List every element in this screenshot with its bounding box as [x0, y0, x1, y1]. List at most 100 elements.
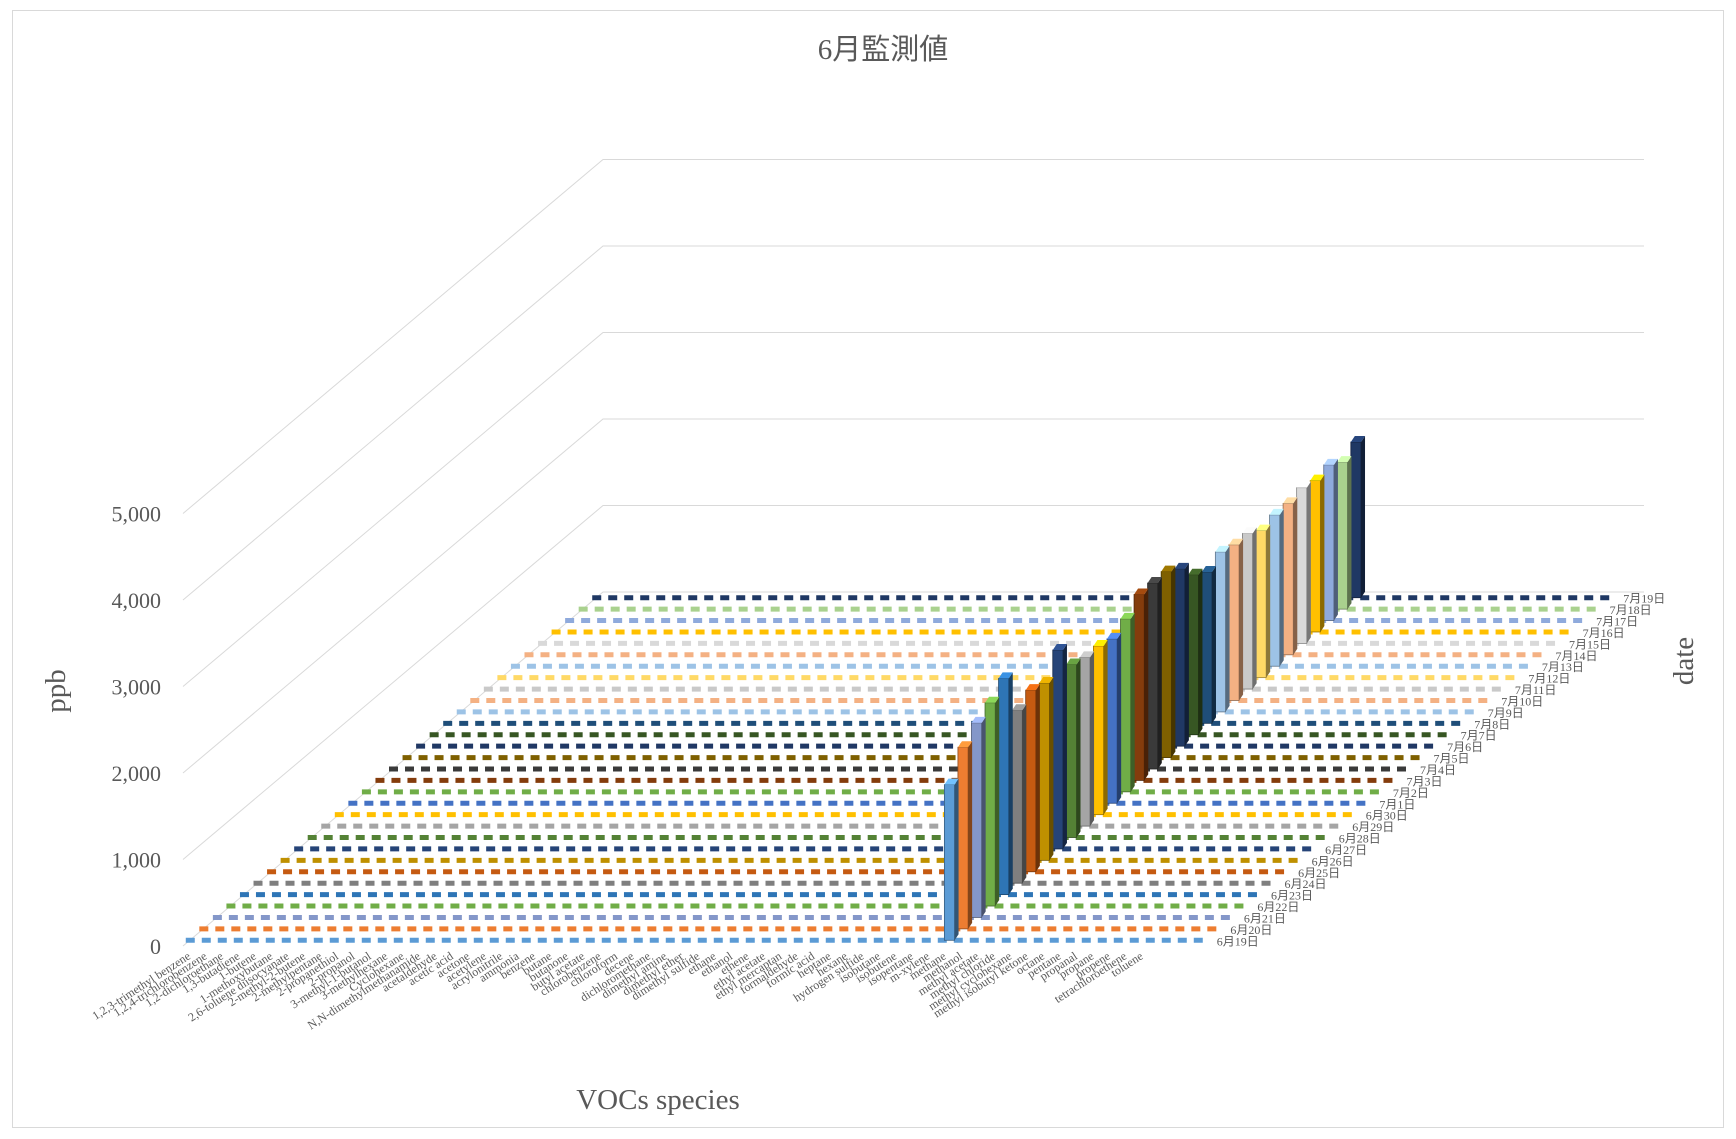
date-tick-label: 7月16日 — [1583, 626, 1625, 640]
bar — [998, 672, 1013, 896]
bar-front — [1201, 571, 1213, 724]
bar — [1106, 632, 1122, 804]
bar-side — [1306, 481, 1311, 644]
bar-top — [1174, 562, 1189, 569]
bar — [1160, 565, 1176, 758]
date-tick-label: 7月17日 — [1596, 615, 1638, 629]
bar-front — [1228, 544, 1240, 701]
bar-front — [1120, 618, 1132, 793]
gridline — [182, 418, 1644, 774]
bar-front — [1038, 682, 1050, 861]
gridline — [182, 332, 1644, 687]
date-tick-label: 7月1日 — [1379, 797, 1415, 811]
bar-side — [1239, 538, 1244, 701]
chart-canvas: 01,0002,0003,0004,0005,0001,2,3-trimethy… — [40, 33, 1700, 1116]
bar-top — [1147, 577, 1162, 584]
bar-front — [1025, 689, 1037, 873]
bar — [1147, 577, 1162, 770]
date-tick-label: 6月27日 — [1325, 843, 1367, 857]
date-tick-label: 7月10日 — [1501, 694, 1543, 708]
bar-front — [1336, 461, 1348, 610]
bar-front — [1052, 649, 1064, 850]
bar-top — [1025, 684, 1040, 691]
bar — [984, 696, 1000, 907]
y-tick-label: 2,000 — [112, 761, 162, 786]
bar — [1269, 508, 1284, 667]
bar-top — [1283, 497, 1298, 504]
bar-front — [1011, 709, 1023, 884]
bar-front — [1323, 464, 1335, 621]
bar-top — [1228, 538, 1244, 545]
bar-front — [1160, 571, 1172, 758]
bar-front — [1133, 594, 1145, 781]
bar — [1120, 612, 1135, 793]
bar-top — [1134, 588, 1149, 595]
bar-side — [1103, 640, 1108, 815]
bar-side — [1090, 651, 1095, 827]
date-tick-label: 7月18日 — [1610, 603, 1652, 617]
y-tick-label: 0 — [150, 934, 161, 959]
bar-top — [1188, 568, 1203, 575]
y-tick-label: 3,000 — [112, 675, 162, 700]
bar — [1242, 527, 1257, 690]
bar-top — [1350, 436, 1366, 443]
bar — [1350, 436, 1366, 599]
floor-stripes — [185, 595, 1617, 943]
bar — [1214, 545, 1230, 713]
bar — [1052, 643, 1067, 850]
date-tick-label: 7月19日 — [1623, 592, 1665, 606]
bar — [1309, 474, 1325, 633]
date-tick-label: 6月22日 — [1257, 900, 1299, 914]
bar-top — [957, 741, 973, 748]
bar — [1133, 588, 1149, 781]
date-tick-label: 7月8日 — [1474, 717, 1510, 731]
date-tick-label: 7月3日 — [1406, 774, 1442, 788]
bar — [971, 716, 986, 918]
axis-labels: 01,0002,0003,0004,0005,0001,2,3-trimethy… — [89, 502, 1665, 1033]
date-tick-label: 7月9日 — [1488, 706, 1524, 720]
bar-side — [1211, 565, 1216, 724]
bar-front — [1350, 441, 1362, 599]
bar — [1079, 651, 1095, 827]
bar-side — [981, 716, 986, 918]
date-tick-label: 6月25日 — [1298, 866, 1340, 880]
date-tick-label: 6月21日 — [1244, 911, 1286, 925]
date-tick-label: 7月5日 — [1434, 752, 1470, 766]
bar-front — [1282, 503, 1294, 656]
date-tick-label: 7月14日 — [1555, 649, 1597, 663]
bar-front — [1269, 514, 1281, 667]
bar — [1025, 684, 1040, 873]
bar-front — [1255, 530, 1267, 679]
date-tick-label: 7月6日 — [1447, 740, 1483, 754]
bar-top — [944, 778, 959, 785]
bar-front — [1079, 657, 1091, 827]
date-tick-label: 7月13日 — [1542, 660, 1584, 674]
bar-top — [1066, 658, 1081, 665]
bar — [1038, 677, 1054, 861]
bar — [1011, 704, 1027, 884]
bar-front — [957, 746, 969, 930]
x-axis-title: VOCs species — [576, 1084, 740, 1116]
bar-front — [1174, 568, 1186, 747]
bar-side — [1361, 436, 1366, 598]
date-tick-label: 6月23日 — [1271, 889, 1313, 903]
bar-side — [1279, 508, 1284, 667]
bar — [1093, 640, 1108, 816]
bar-side — [1293, 497, 1298, 655]
bar-top — [985, 696, 1000, 703]
date-tick-label: 7月4日 — [1420, 763, 1456, 777]
bar-front — [1187, 574, 1199, 736]
bar-side — [1266, 524, 1271, 678]
bar-top — [1093, 640, 1108, 647]
bar-top — [1106, 632, 1122, 639]
chart-area: 0 1,000 2,000 3,000 4,000 5,000 1,2,3-trimethy… — [12, 10, 1724, 1128]
bar-side — [995, 696, 1000, 907]
bar-side — [1008, 672, 1013, 895]
bar-top — [1323, 458, 1338, 465]
bars — [943, 436, 1366, 941]
bar-side — [1252, 527, 1257, 690]
date-tick-label: 6月20日 — [1230, 923, 1272, 937]
bar-top — [1012, 704, 1027, 711]
bar-front — [1106, 638, 1118, 804]
bar-side — [1184, 562, 1189, 747]
